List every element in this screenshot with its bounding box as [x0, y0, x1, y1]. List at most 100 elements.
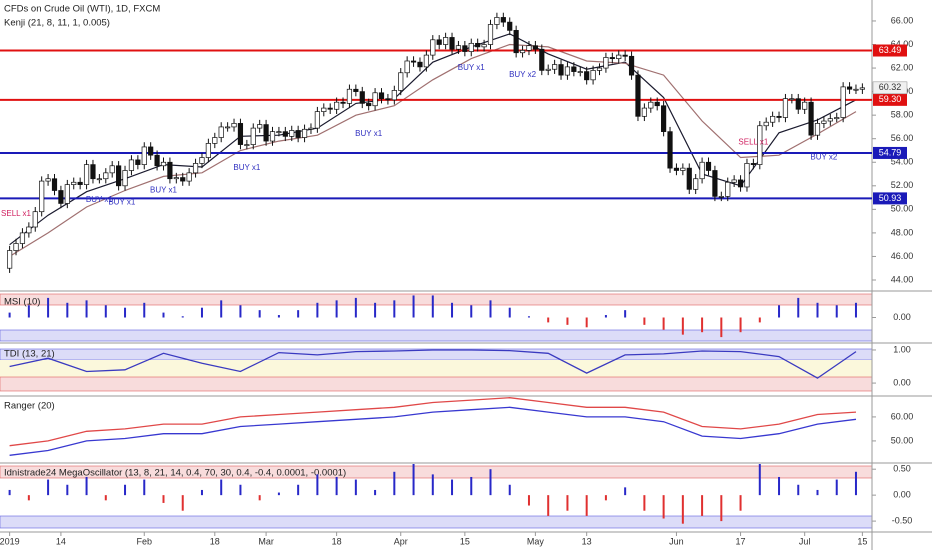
histogram-bar — [816, 302, 819, 318]
histogram-bar — [835, 479, 838, 496]
candle-body — [141, 146, 147, 165]
candle-body — [122, 170, 128, 187]
candle-body — [71, 181, 77, 185]
candle-body — [654, 101, 660, 107]
candle-body — [840, 86, 846, 118]
candle-body — [648, 101, 654, 109]
candle-body — [821, 120, 827, 124]
y-tick-label: 50.00 — [891, 204, 914, 214]
histogram-bar — [451, 479, 454, 496]
candle-body — [231, 123, 237, 128]
histogram-bar — [778, 476, 781, 496]
y-tick-label: 64.00 — [891, 39, 914, 49]
histogram-bar — [508, 307, 511, 318]
candle-body — [558, 64, 564, 76]
candle-body — [378, 92, 385, 100]
candle-body — [680, 167, 686, 171]
candle-body — [673, 167, 680, 171]
x-tick-label: 2019 — [0, 536, 20, 546]
y-tick-label: 46.00 — [891, 251, 914, 261]
indicator-line — [9, 349, 857, 379]
candle-body — [250, 127, 256, 145]
candle-body — [77, 181, 83, 185]
msi-upper-band — [0, 293, 873, 306]
candle-body — [487, 24, 494, 45]
candle-body — [731, 179, 737, 183]
candle-body — [314, 111, 320, 129]
histogram-bar — [277, 315, 280, 318]
histogram-bar — [412, 295, 415, 318]
candle-body — [173, 177, 179, 180]
candle-body — [321, 107, 327, 112]
candle-body — [564, 66, 571, 76]
candle-body — [571, 66, 577, 72]
candle-body — [596, 67, 603, 71]
candle-body — [225, 126, 231, 129]
candle-body — [603, 57, 609, 69]
histogram-bar — [489, 300, 492, 318]
candle-body — [507, 21, 513, 31]
candle-body — [757, 125, 763, 165]
candle-body — [83, 164, 90, 185]
level-tag — [873, 146, 907, 159]
candle-body — [334, 101, 340, 110]
y-tick-label: 44.00 — [891, 274, 914, 284]
histogram-bar — [47, 297, 50, 318]
candle-body — [718, 196, 724, 198]
histogram-bar — [681, 317, 684, 335]
histogram-bar — [297, 484, 300, 496]
candle-body — [398, 72, 404, 91]
x-tick-label: 15 — [857, 536, 867, 546]
histogram-bar — [527, 316, 530, 318]
x-tick-label: 13 — [582, 536, 592, 546]
histogram-bar — [643, 495, 646, 511]
histogram-bar — [412, 464, 415, 496]
candle-body — [635, 74, 641, 117]
histogram-bar — [508, 484, 511, 496]
histogram-bar — [124, 307, 127, 318]
x-tick-label: Mar — [258, 536, 274, 546]
histogram-bar — [431, 474, 434, 496]
indicator-title: Kenji (21, 8, 11, 1, 0.005) — [4, 18, 110, 29]
histogram-bar — [816, 489, 819, 496]
candle-body — [410, 60, 417, 63]
candle-body — [212, 137, 218, 144]
histogram-bar — [354, 297, 357, 318]
candle-body — [417, 61, 423, 68]
panel-title: Ranger (20) — [4, 401, 55, 412]
candle-body — [205, 143, 211, 158]
candle-body — [135, 159, 141, 165]
histogram-bar — [181, 316, 184, 318]
candle-body — [475, 42, 481, 48]
histogram-bar — [258, 495, 261, 501]
histogram-bar — [104, 495, 107, 501]
histogram-bar — [624, 310, 627, 318]
candle-body — [577, 71, 583, 73]
histogram-bar — [374, 302, 377, 318]
candle-body — [712, 170, 718, 197]
histogram-bar — [335, 476, 338, 496]
candle-body — [160, 161, 167, 167]
candle-body — [661, 105, 667, 132]
histogram-bar — [277, 492, 280, 496]
histogram-bar — [85, 476, 88, 496]
candle-body — [263, 124, 269, 142]
level-label: 59.30 — [879, 94, 902, 104]
candle-body — [725, 181, 731, 197]
histogram-bar — [162, 495, 165, 503]
candle-body — [353, 88, 359, 92]
y-tick-label: 50.00 — [891, 435, 914, 445]
histogram-bar — [431, 295, 434, 318]
candle-body — [301, 128, 308, 138]
candle-body — [359, 91, 365, 104]
candle-body — [776, 115, 782, 118]
candle-body — [186, 172, 192, 182]
candle-body — [51, 178, 58, 191]
candle-body — [372, 92, 378, 107]
candle-body — [552, 64, 558, 70]
histogram-bar — [758, 317, 761, 323]
x-tick-label: 17 — [736, 536, 746, 546]
candle-body — [340, 101, 346, 104]
